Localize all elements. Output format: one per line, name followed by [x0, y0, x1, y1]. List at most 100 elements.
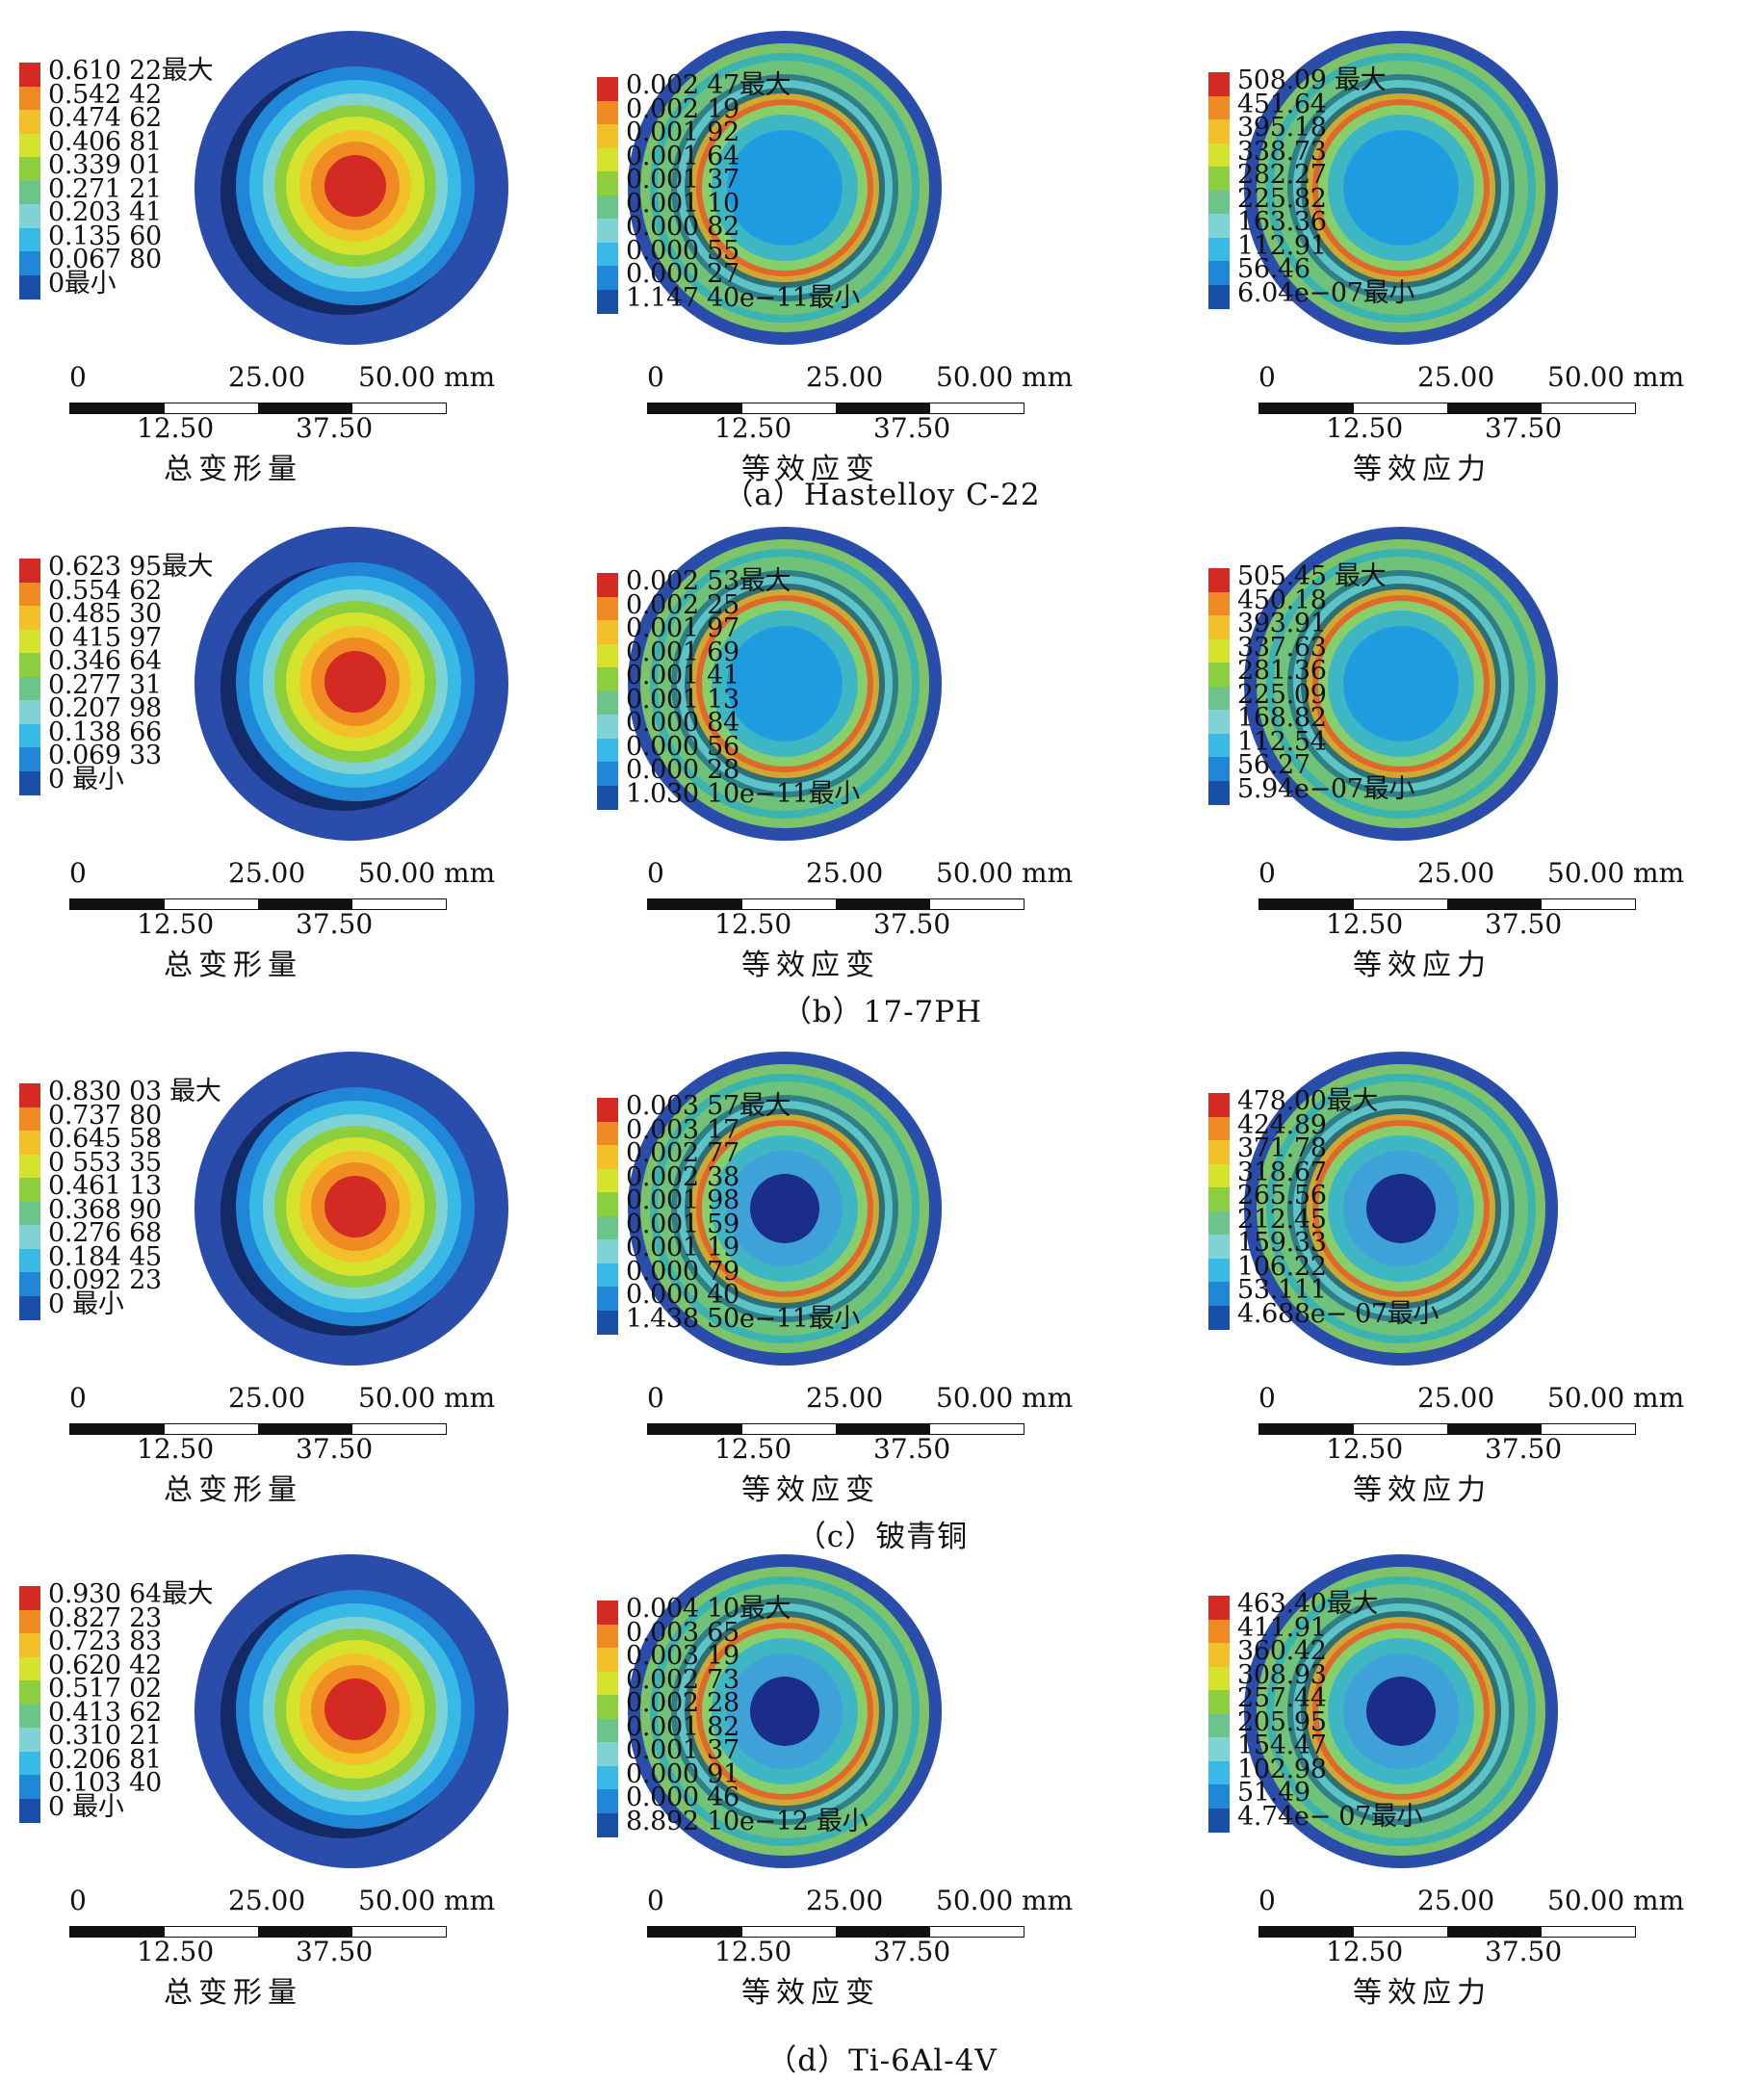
legend-label: 0.001 82	[626, 1711, 739, 1742]
legend-swatch	[1208, 1643, 1230, 1667]
scale-label-q3: 37.50	[873, 1936, 951, 1967]
scale-segment	[258, 1927, 352, 1937]
legend-swatch	[597, 1121, 618, 1146]
legend-swatch	[597, 715, 618, 739]
scale-bar-track	[1258, 898, 1636, 910]
legend-swatch	[597, 1718, 618, 1743]
legend-label: 0.346 64	[48, 646, 162, 676]
legend-swatch	[597, 667, 618, 691]
legend-label: 0.610 22最大	[48, 56, 214, 86]
legend-swatch	[597, 100, 618, 125]
legend-label: 0.930 64最大	[48, 1579, 214, 1609]
legend-swatch	[1208, 1116, 1230, 1141]
scale-label-mid: 25.00	[228, 361, 306, 393]
legend-swatch	[1208, 1713, 1230, 1738]
strain-title: 等效应变	[741, 1473, 880, 1507]
scale-label-mid: 25.00	[806, 857, 884, 889]
legend-label: 478.00最大	[1237, 1086, 1379, 1116]
legend-label: 0.000 28	[626, 755, 739, 785]
legend-swatch	[1208, 284, 1230, 309]
deform-contour-plot	[195, 31, 508, 345]
legend-label: 0.067 80	[48, 245, 162, 274]
legend-swatch	[1208, 1140, 1230, 1164]
scale-segment	[70, 899, 165, 909]
legend-label: 4.74e− 07最小	[1237, 1801, 1423, 1832]
scale-segment	[1447, 403, 1542, 413]
scale-segment	[164, 1424, 258, 1434]
legend-label: 0.830 03 最大	[48, 1077, 221, 1106]
legend-label: 0.069 33	[48, 741, 162, 770]
legend-swatch	[1208, 733, 1230, 758]
legend-label: 0 最小	[48, 1791, 124, 1822]
legend-swatch	[19, 1131, 40, 1155]
legend-label: 0.827 23	[48, 1602, 162, 1633]
legend-label: 0.271 21	[48, 173, 162, 204]
legend-label: 0.000 91	[626, 1758, 739, 1789]
scale-segment	[1541, 1927, 1635, 1937]
legend-swatch	[19, 1656, 40, 1681]
legend-label: 0 415 97	[48, 622, 162, 653]
scale-label-zero: 0	[647, 857, 664, 889]
legend-label: 0.000 82	[626, 212, 739, 242]
deform-contour	[193, 525, 510, 843]
stress-title: 等效应力	[1353, 1976, 1492, 2010]
legend-swatch	[19, 1704, 40, 1729]
legend-label: 5.94e−07最小	[1237, 773, 1415, 804]
legend-swatch	[597, 1765, 618, 1790]
scale-label-q1: 12.50	[714, 1433, 792, 1465]
scale-label-q1: 12.50	[1326, 908, 1404, 940]
scale-segment	[741, 899, 836, 909]
strain-panel: 0.003 57最大 0.003 17 0.002 77 0.002 38 0.001 …	[597, 1050, 1175, 1531]
scale-label-mid: 25.00	[1417, 361, 1495, 393]
scale-bar-track	[69, 1926, 447, 1938]
scale-label-mid: 25.00	[806, 361, 884, 393]
legend-label: 0.003 19	[626, 1641, 739, 1671]
scale-bar-track	[647, 1423, 1025, 1435]
peak-core	[324, 651, 386, 713]
legend-label: 0.413 62	[48, 1697, 162, 1728]
legend-label: 371.78	[1237, 1133, 1327, 1163]
deform-panel: 0.623 95最大 0.554 62 0.485 30 0 415 97 0.346 …	[19, 525, 597, 1006]
legend-label: 0.276 68	[48, 1218, 162, 1248]
center-disk	[729, 628, 841, 740]
legend-swatch	[19, 63, 40, 87]
deform-title: 总变形量	[164, 453, 302, 486]
legend-swatch	[597, 195, 618, 220]
scale-bar: 0 25.00 50.00 mm 12.50 37.50	[647, 852, 1128, 997]
legend-label: 0.001 92	[626, 117, 739, 147]
deform-contour	[193, 1050, 510, 1367]
legend-swatch	[19, 180, 40, 205]
scale-segment	[1353, 403, 1447, 413]
scale-label-zero: 0	[1258, 361, 1276, 393]
legend-label: 0.474 62	[48, 103, 162, 133]
scale-segment	[929, 403, 1024, 413]
legend-label: 0.277 31	[48, 669, 162, 700]
scale-bar: 0 25.00 50.00 mm 12.50 37.50	[69, 356, 551, 501]
legend-label: 0.485 30	[48, 599, 162, 629]
legend-swatch	[1208, 261, 1230, 285]
figure-row-2: 0.623 95最大 0.554 62 0.485 30 0 415 97 0.346 …	[0, 525, 1764, 1045]
scale-segment	[70, 403, 165, 413]
stress-contour-plot	[1244, 31, 1558, 345]
legend-label: 1.030 10e−11最小	[626, 778, 860, 809]
strain-panel: 0.004 10最大 0.003 65 0.003 19 0.002 73 0.002 …	[597, 1552, 1175, 2034]
scale-segment	[929, 1424, 1024, 1434]
legend-swatch	[597, 1742, 618, 1766]
legend-swatch	[19, 747, 40, 771]
scale-label-q3: 37.50	[1485, 1433, 1563, 1465]
legend-label: 168.82	[1237, 703, 1327, 733]
scale-label-max: 50.00 mm	[1547, 361, 1685, 393]
strain-contour-plot	[628, 1554, 942, 1868]
scale-label-zero: 0	[647, 1885, 664, 1916]
scale-label-q1: 12.50	[137, 908, 215, 940]
legend-label: 0.003 57最大	[626, 1091, 791, 1121]
scale-bar-track	[1258, 1423, 1636, 1435]
legend-swatch	[19, 1728, 40, 1752]
scale-label-q1: 12.50	[714, 1936, 792, 1967]
strain-contour-plot	[628, 527, 942, 841]
legend-swatch	[597, 1310, 618, 1335]
scale-label-q1: 12.50	[1326, 1433, 1404, 1465]
legend-label: 212.45	[1237, 1204, 1327, 1235]
legend-swatch	[597, 762, 618, 786]
legend-swatch	[19, 1201, 40, 1226]
